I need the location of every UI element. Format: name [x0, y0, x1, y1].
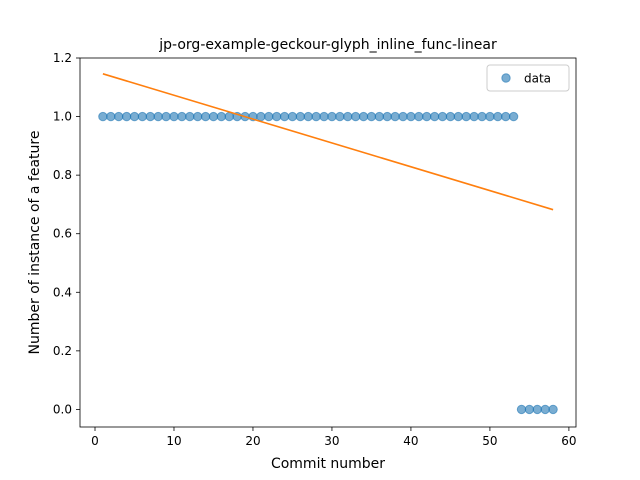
data-point: [287, 111, 298, 122]
y-tick-label: 0.2: [53, 344, 72, 358]
data-point: [461, 111, 471, 122]
legend: data: [486, 64, 570, 92]
data-point: [208, 111, 219, 122]
axes-frame: [79, 57, 577, 428]
data-point: [311, 111, 321, 122]
data-point: [350, 111, 361, 122]
data-point: [398, 111, 408, 122]
x-tick-label: 40: [403, 434, 418, 448]
y-tick-label: 0.8: [53, 168, 72, 182]
data-point: [295, 111, 306, 122]
data-point: [98, 111, 108, 122]
data-point: [493, 111, 503, 122]
data-point: [200, 111, 211, 122]
data-point: [406, 111, 416, 122]
data-point: [429, 111, 440, 122]
x-tick-label: 20: [245, 434, 260, 448]
data-point: [453, 111, 464, 122]
data-point: [374, 111, 385, 122]
data-point: [177, 111, 187, 122]
data-point: [185, 111, 195, 122]
data-point: [414, 111, 424, 122]
data-point: [271, 111, 282, 122]
data-point: [524, 404, 535, 415]
y-tick-label: 1.2: [53, 51, 72, 65]
fit-line: [102, 73, 554, 211]
data-point: [216, 111, 227, 122]
data-point: [382, 111, 392, 122]
data-point: [516, 404, 527, 415]
data-point: [366, 111, 377, 122]
data-point: [256, 111, 266, 122]
data-point: [343, 111, 353, 122]
data-point: [303, 111, 313, 122]
data-point: [106, 111, 116, 122]
data-point: [192, 111, 203, 122]
data-point: [335, 111, 345, 122]
data-point: [532, 404, 542, 415]
chart-title: jp-org-example-geckour-glyph_inline_func…: [158, 37, 497, 53]
x-tick-label: 60: [561, 434, 576, 448]
y-tick-label: 1.0: [53, 110, 72, 124]
data-point: [327, 111, 337, 122]
data-point: [422, 111, 432, 122]
data-point: [153, 111, 163, 122]
data-point: [161, 111, 171, 122]
data-point: [445, 111, 456, 122]
data-point: [477, 111, 487, 122]
data-point: [437, 111, 448, 122]
x-tick-label: 50: [482, 434, 497, 448]
data-point: [390, 111, 400, 122]
x-axis-label: Commit number: [271, 456, 385, 472]
data-point: [279, 111, 290, 122]
data-point: [548, 404, 558, 415]
data-point: [121, 111, 132, 122]
x-tick-label: 10: [166, 434, 181, 448]
data-point: [540, 404, 550, 415]
data-point: [508, 111, 519, 122]
data-point: [319, 111, 329, 122]
plot-area: [98, 73, 558, 415]
axis-ticks: 0 10 20 30 40 50 60 0.0 0.2 0.4 0.6 0.8 1.0 1.2: [53, 51, 577, 448]
data-point: [129, 111, 140, 122]
x-tick-label: 0: [91, 434, 99, 448]
y-tick-label: 0.0: [53, 402, 72, 416]
legend-label-data: data: [524, 72, 551, 86]
legend-box: [486, 64, 570, 92]
data-point: [264, 111, 274, 122]
data-point: [469, 111, 479, 122]
data-point: [169, 111, 179, 122]
y-tick-label: 0.4: [53, 285, 72, 299]
legend-marker-data: [501, 73, 511, 83]
data-point: [358, 111, 369, 122]
data-point: [501, 111, 511, 122]
data-point: [137, 111, 148, 122]
y-tick-label: 0.6: [53, 227, 72, 241]
x-tick-label: 30: [324, 434, 339, 448]
data-point: [145, 111, 155, 122]
data-point: [485, 111, 495, 122]
data-point: [114, 111, 124, 122]
y-axis-label: Number of instance of a feature: [27, 131, 43, 355]
